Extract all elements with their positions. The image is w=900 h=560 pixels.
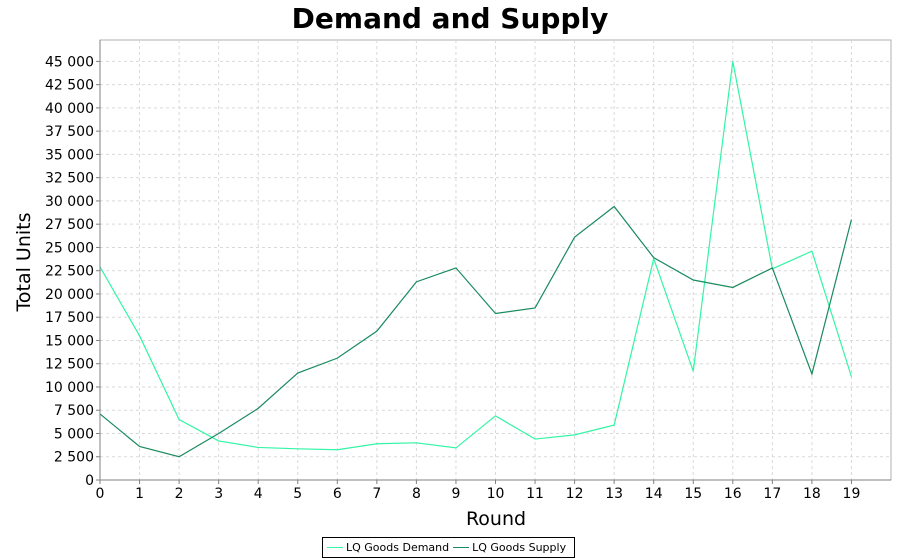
grid [99, 39, 892, 481]
y-tick-label: 20 000 [45, 287, 94, 303]
y-tick-label: 0 [85, 473, 94, 489]
legend: LQ Goods Demand LQ Goods Supply [322, 537, 576, 558]
y-tick-label: 12 500 [45, 357, 94, 373]
x-tick-label: 0 [96, 486, 105, 502]
y-tick-label: 32 500 [45, 171, 94, 187]
y-tick-label: 42 500 [45, 78, 94, 94]
y-tick-label: 40 000 [45, 101, 94, 117]
x-tick-label: 5 [293, 486, 302, 502]
x-tick-label: 15 [684, 486, 702, 502]
legend-label-supply: LQ Goods Supply [472, 541, 567, 554]
legend-item-supply: LQ Goods Supply [453, 541, 566, 554]
x-tick-label: 12 [566, 486, 584, 502]
x-tick-label: 13 [605, 486, 623, 502]
x-tick-label: 10 [487, 486, 505, 502]
x-tick-label: 11 [526, 486, 544, 502]
y-tick-label: 17 500 [45, 310, 94, 326]
x-tick-label: 19 [843, 486, 861, 502]
x-tick-label: 9 [451, 486, 460, 502]
series-0 [99, 61, 853, 451]
y-tick-label: 45 000 [45, 54, 94, 70]
series-line [99, 205, 853, 458]
legend-item-demand: LQ Goods Demand [327, 541, 449, 554]
axes: 0 2 500 5 000 7 500 10 000 12 500 15 000 17 500… [45, 40, 891, 502]
x-tick-label: 14 [645, 486, 663, 502]
x-tick-label: 7 [372, 486, 381, 502]
x-tick-label: 6 [333, 486, 342, 502]
x-tick-label: 2 [175, 486, 184, 502]
legend-swatch-supply [453, 547, 470, 548]
y-tick-label: 7 500 [54, 403, 94, 419]
x-tick-label: 18 [803, 486, 821, 502]
y-tick-label: 27 500 [45, 217, 94, 233]
y-tick-label: 2 500 [54, 450, 94, 466]
y-tick-label: 25 000 [45, 240, 94, 256]
y-tick-label: 22 500 [45, 264, 94, 280]
y-tick-label: 35 000 [45, 147, 94, 163]
y-tick-label: 10 000 [45, 380, 94, 396]
y-tick-label: 5 000 [54, 426, 94, 442]
x-tick-label: 17 [763, 486, 781, 502]
series-1 [99, 205, 853, 458]
legend-swatch-demand [327, 547, 343, 548]
series-line [99, 61, 853, 451]
x-tick-label: 8 [412, 486, 421, 502]
x-tick-label: 4 [254, 486, 263, 502]
y-axis-label: Total Units [13, 213, 35, 313]
legend-label-demand: LQ Goods Demand [346, 541, 450, 554]
y-tick-label: 37 500 [45, 124, 94, 140]
x-axis-label: Round [466, 508, 526, 530]
series-layer [99, 61, 853, 458]
x-tick-label: 3 [214, 486, 223, 502]
chart-title: Demand and Supply [291, 2, 609, 35]
y-tick-label: 15 000 [45, 333, 94, 349]
x-tick-label: 1 [135, 486, 144, 502]
y-tick-label: 30 000 [45, 194, 94, 210]
x-tick-label: 16 [724, 486, 742, 502]
